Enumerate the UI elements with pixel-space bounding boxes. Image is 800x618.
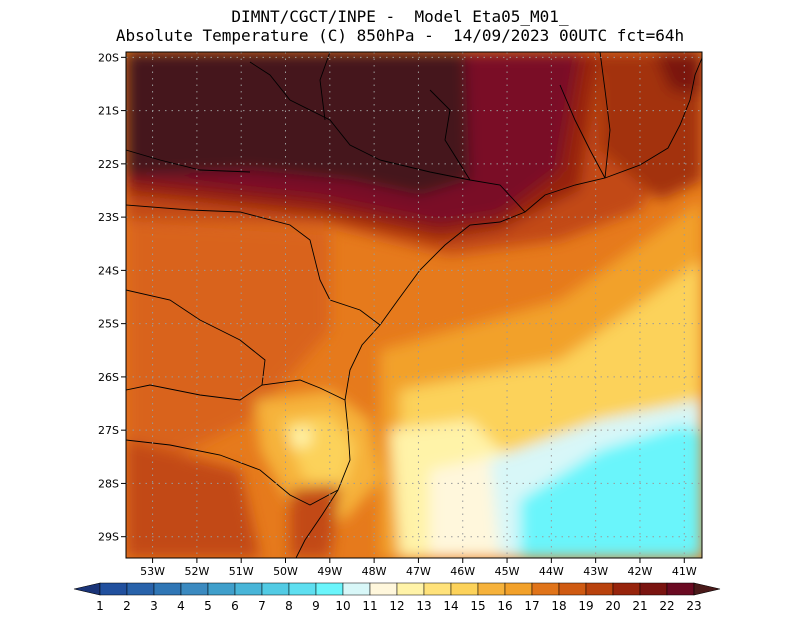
colorbar-swatch (234, 582, 263, 596)
colorbar-swatch (180, 582, 209, 596)
colorbar-swatch (477, 582, 506, 596)
colorbar-label: 15 (470, 599, 485, 613)
colorbar-label: 7 (258, 599, 266, 613)
lon-tick-label: 53W (140, 565, 165, 578)
longitude-labels: 53W 52W 51W 50W 49W 48W 47W 46W 45W 44W 43W 42W 41W (140, 565, 697, 578)
temperature-field (126, 52, 702, 558)
lon-tick-label: 44W (539, 565, 564, 578)
colorbar-swatch (126, 582, 155, 596)
colorbar-label: 5 (204, 599, 212, 613)
colorbar-label: 23 (686, 599, 701, 613)
lat-tick-label: 22S (98, 158, 119, 171)
colorbar-swatch (531, 582, 560, 596)
axis-ticks (121, 56, 685, 563)
colorbar-arrow-right (693, 582, 721, 596)
latitude-labels: 20S 21S 22S 23S 24S 25S 26S 27S 28S 29S (98, 51, 119, 543)
colorbar-swatch (558, 582, 587, 596)
lon-tick-label: 48W (362, 565, 387, 578)
map-frame (125, 51, 703, 559)
colorbar-label: 1 (96, 599, 104, 613)
colorbar-arrow-left (73, 582, 101, 596)
lon-tick-label: 42W (628, 565, 653, 578)
colorbar-swatch (396, 582, 425, 596)
coastlines-and-borders (126, 52, 702, 558)
lat-tick-label: 24S (98, 264, 119, 277)
lat-tick-label: 25S (98, 318, 119, 331)
colorbar-swatch (261, 582, 290, 596)
colorbar-swatch (666, 582, 695, 596)
colorbar-label: 10 (335, 599, 350, 613)
lat-tick-label: 27S (98, 424, 119, 437)
colorbar-swatch (99, 582, 128, 596)
lat-tick-label: 23S (98, 211, 119, 224)
lon-tick-label: 43W (583, 565, 608, 578)
colorbar-label: 8 (285, 599, 293, 613)
colorbar-label: 18 (551, 599, 566, 613)
colorbar-swatch (639, 582, 668, 596)
lon-tick-label: 46W (450, 565, 475, 578)
colorbar-labels: 1 2 3 4 5 6 7 8 9 10 11 12 13 14 15 16 17 18 19 20 21 22 23 (96, 599, 701, 613)
lon-tick-label: 50W (273, 565, 298, 578)
colorbar-label: 21 (632, 599, 647, 613)
colorbar-swatch (369, 582, 398, 596)
colorbar-label: 11 (362, 599, 377, 613)
colorbar-label: 16 (497, 599, 512, 613)
map-title-line-2: Absolute Temperature (C) 850hPa - 14/09/… (115, 26, 685, 45)
lat-tick-label: 20S (98, 51, 119, 64)
colorbar-label: 17 (524, 599, 539, 613)
map-title-line-1: DIMNT/CGCT/INPE - Model Eta05_M01_ (231, 7, 569, 26)
colorbar-swatch (153, 582, 182, 596)
colorbar-label: 9 (312, 599, 320, 613)
lon-tick-label: 52W (184, 565, 209, 578)
lat-tick-label: 26S (98, 371, 119, 384)
colorbar-swatch (612, 582, 641, 596)
colorbar-label: 13 (416, 599, 431, 613)
lon-tick-label: 51W (229, 565, 254, 578)
colorbar-swatch (207, 582, 236, 596)
colorbar-label: 14 (443, 599, 458, 613)
lon-tick-label: 45W (495, 565, 520, 578)
colorbar-swatch (423, 582, 452, 596)
colorbar-label: 12 (389, 599, 404, 613)
lon-tick-label: 41W (672, 565, 697, 578)
colorbar-label: 4 (177, 599, 185, 613)
colorbar-label: 6 (231, 599, 239, 613)
lat-tick-label: 29S (98, 531, 119, 544)
colorbar-label: 19 (578, 599, 593, 613)
colorbar-label: 2 (123, 599, 131, 613)
colorbar-swatch (288, 582, 317, 596)
lon-tick-label: 47W (406, 565, 431, 578)
colorbar-swatch (450, 582, 479, 596)
colorbar-swatch (315, 582, 344, 596)
colorbar-label: 20 (605, 599, 620, 613)
colorbar-label: 3 (150, 599, 158, 613)
colorbar-swatch (585, 582, 614, 596)
lon-tick-label: 49W (317, 565, 342, 578)
lat-tick-label: 28S (98, 477, 119, 490)
lat-tick-label: 21S (98, 105, 119, 118)
colorbar-label: 22 (659, 599, 674, 613)
colorbar-swatch (504, 582, 533, 596)
colorbar-swatch (342, 582, 371, 596)
colorbar (73, 582, 721, 596)
